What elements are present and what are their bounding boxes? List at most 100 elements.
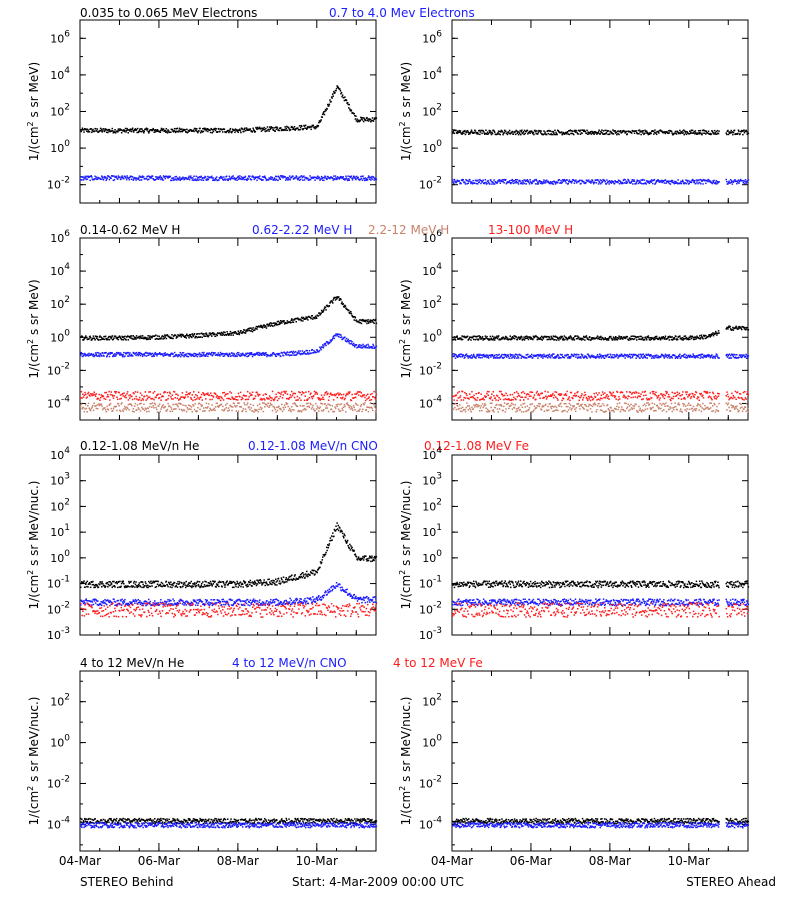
data-point xyxy=(685,133,688,136)
data-point xyxy=(564,133,566,135)
data-point xyxy=(504,337,506,340)
data-point xyxy=(120,132,123,134)
data-point xyxy=(595,132,598,134)
data-point xyxy=(725,178,727,181)
series-red xyxy=(80,390,377,402)
data-point xyxy=(257,176,259,178)
data-point xyxy=(127,355,129,357)
data-point xyxy=(472,355,474,357)
data-point xyxy=(482,339,484,341)
data-point xyxy=(715,330,717,333)
data-point xyxy=(194,178,196,180)
data-point xyxy=(461,179,464,182)
data-point xyxy=(606,130,609,133)
data-point xyxy=(204,127,206,130)
data-point xyxy=(471,183,474,185)
data-point xyxy=(178,354,181,356)
data-point xyxy=(683,337,685,340)
data-point xyxy=(349,108,351,110)
data-point xyxy=(120,338,122,340)
data-point xyxy=(251,394,253,396)
data-point xyxy=(217,397,219,400)
data-point xyxy=(353,175,355,177)
data-point xyxy=(235,177,238,179)
data-point xyxy=(162,179,164,181)
data-point xyxy=(374,396,376,399)
data-point xyxy=(303,399,306,402)
data-point xyxy=(214,177,217,179)
data-point xyxy=(214,409,216,412)
data-point xyxy=(147,335,149,337)
data-point xyxy=(194,352,196,355)
data-point xyxy=(668,130,670,132)
data-point xyxy=(527,180,530,182)
data-point xyxy=(494,131,496,133)
data-point xyxy=(485,354,488,356)
data-point xyxy=(461,356,463,358)
data-point xyxy=(143,130,145,133)
data-point xyxy=(205,393,208,395)
data-point xyxy=(674,130,677,133)
data-point xyxy=(329,99,331,101)
data-point xyxy=(545,336,548,338)
data-point xyxy=(91,353,94,356)
data-point xyxy=(493,130,495,132)
data-point xyxy=(345,411,347,413)
data-point xyxy=(575,130,578,132)
data-point xyxy=(199,355,201,358)
data-point xyxy=(131,128,133,130)
data-point xyxy=(163,407,165,409)
data-point xyxy=(138,177,140,179)
data-point xyxy=(528,337,531,339)
data-point xyxy=(240,176,243,178)
data-point xyxy=(639,180,641,183)
data-point xyxy=(726,326,729,329)
data-point xyxy=(179,130,181,133)
data-point xyxy=(282,320,284,322)
data-point xyxy=(613,339,616,341)
data-point xyxy=(455,354,457,356)
data-point xyxy=(374,117,376,119)
data-point xyxy=(600,335,602,338)
data-point xyxy=(547,130,549,132)
data-point xyxy=(273,178,275,180)
data-point xyxy=(235,399,238,401)
data-point xyxy=(743,180,745,182)
data-point xyxy=(251,330,254,333)
data-point xyxy=(106,131,108,134)
data-point xyxy=(493,336,495,338)
data-point xyxy=(560,182,563,184)
data-point xyxy=(456,355,458,357)
data-point xyxy=(80,405,82,408)
data-point xyxy=(356,392,358,394)
data-point xyxy=(114,355,117,357)
data-point xyxy=(243,331,245,334)
data-point xyxy=(499,133,501,136)
data-point xyxy=(480,129,483,132)
data-point xyxy=(250,407,252,409)
data-point xyxy=(687,337,689,340)
data-point xyxy=(497,130,500,132)
data-point xyxy=(594,181,596,183)
data-point xyxy=(347,391,350,393)
data-point xyxy=(541,181,543,184)
data-point xyxy=(639,182,642,184)
data-point xyxy=(237,392,240,395)
data-point xyxy=(582,338,584,341)
data-point xyxy=(484,182,486,184)
data-point xyxy=(598,129,600,131)
data-point xyxy=(238,129,241,131)
data-point xyxy=(366,179,369,181)
data-point xyxy=(211,404,213,406)
data-point xyxy=(471,336,474,339)
data-point xyxy=(645,130,648,132)
data-point xyxy=(202,393,205,395)
data-point xyxy=(372,176,375,178)
data-point xyxy=(308,405,310,407)
data-point xyxy=(206,333,208,335)
data-point xyxy=(328,403,331,406)
data-point xyxy=(338,410,341,412)
data-point xyxy=(696,181,698,183)
data-point xyxy=(369,393,372,396)
